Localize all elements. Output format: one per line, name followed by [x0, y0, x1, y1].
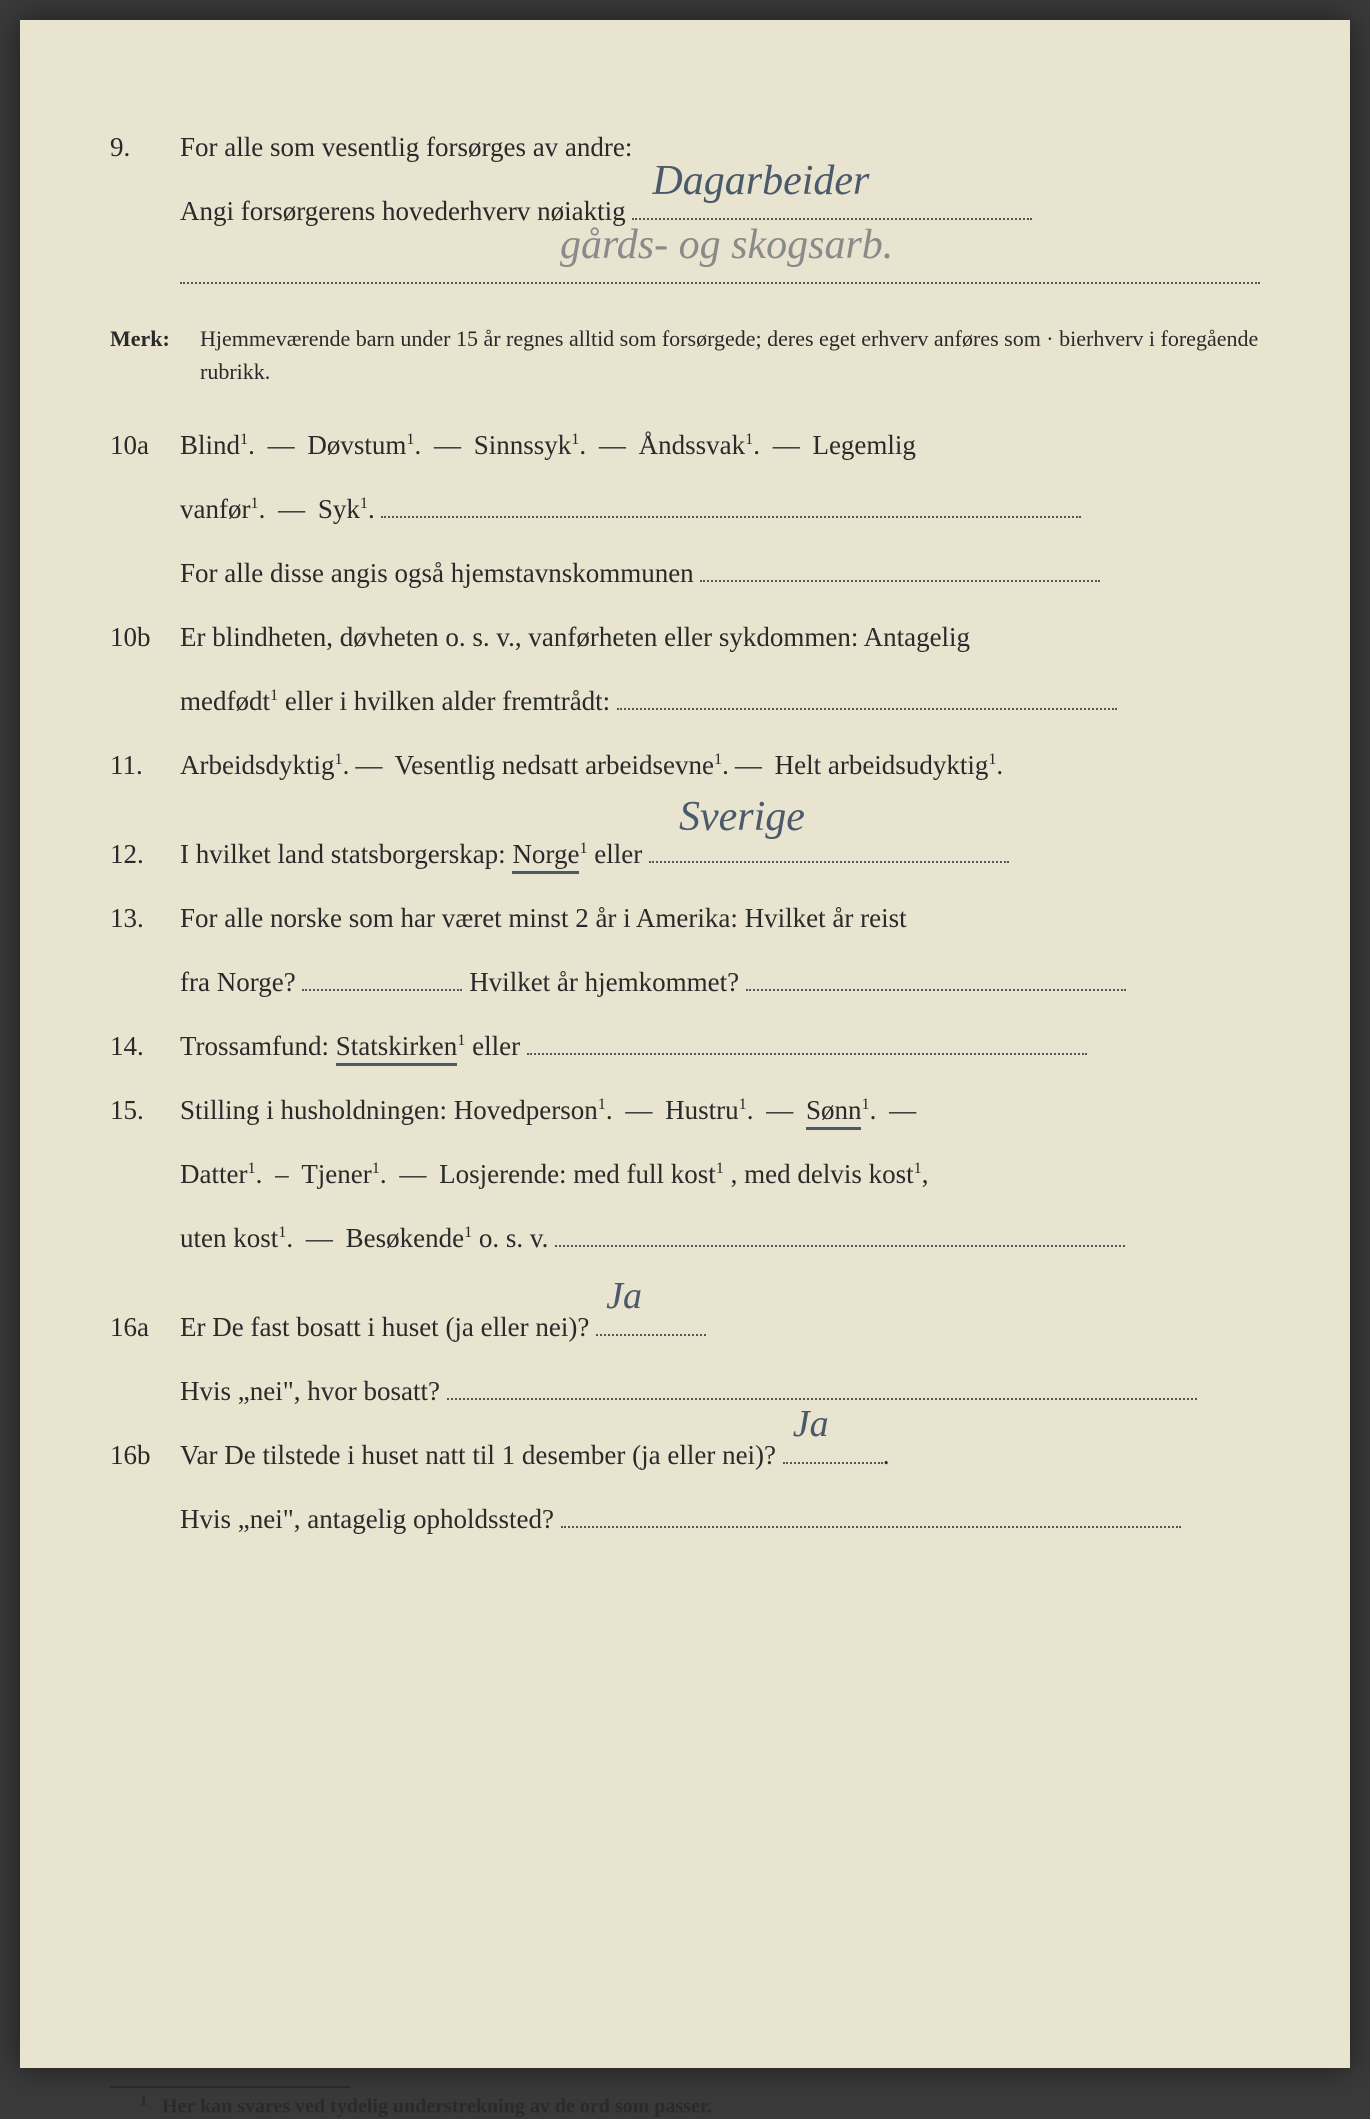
q13-row1: 13. For alle norske som har været minst …: [110, 891, 1260, 945]
q12-fill[interactable]: Sverige: [649, 861, 1009, 863]
q10a-row1: 10a Blind1. — Døvstum1. — Sinnssyk1. — Å…: [110, 418, 1260, 472]
q15-num: 15.: [110, 1083, 180, 1137]
q10a-opt4: Legemlig: [812, 430, 915, 460]
q16a-row2: Hvis „nei", hvor bosatt?: [110, 1364, 1260, 1418]
q13-text-b: Hvilket år hjemkommet?: [469, 967, 739, 997]
q16b-line2-text: Hvis „nei", antagelig opholdssted?: [180, 1504, 554, 1534]
q10a-num: 10a: [110, 418, 180, 472]
q15-tjener: Tjener: [301, 1159, 371, 1189]
q15-besokende: Besøkende: [346, 1223, 464, 1253]
q13-fill1[interactable]: [302, 989, 462, 991]
q14-fill[interactable]: [527, 1053, 1087, 1055]
q16b-num: 16b: [110, 1428, 180, 1482]
q14-text-a: Trossamfund:: [180, 1031, 336, 1061]
q11-opt2: Helt arbeidsudyktig: [775, 750, 989, 780]
q14-row: 14. Trossamfund: Statskirken1 eller: [110, 1019, 1260, 1073]
q15-osv: o. s. v.: [479, 1223, 549, 1253]
q16a-content: Er De fast bosatt i huset (ja eller nei)…: [180, 1300, 1260, 1354]
q10b-fill[interactable]: [617, 708, 1117, 710]
q10a-line1: Blind1. — Døvstum1. — Sinnssyk1. — Åndss…: [180, 418, 1260, 472]
q16a-num: 16a: [110, 1300, 180, 1354]
q15-datter: Datter: [180, 1159, 247, 1189]
q16b-content: Var De tilstede i huset natt til 1 desem…: [180, 1428, 1260, 1482]
q10b-text-b: eller i hvilken alder fremtrådt:: [285, 686, 610, 716]
q10b-num: 10b: [110, 610, 180, 664]
q10a-row3: For alle disse angis også hjemstavnskomm…: [110, 546, 1260, 600]
q9-hand2: gårds- og skogsarb.: [560, 203, 893, 287]
q11-opt0: Arbeidsdyktig: [180, 750, 335, 780]
footnote: 1 Her kan svares ved tydelig understrekn…: [110, 2094, 1260, 2119]
q10a-opt5: vanfør: [180, 494, 250, 524]
q16a-fill[interactable]: Ja: [596, 1334, 706, 1336]
q14-content: Trossamfund: Statskirken1 eller: [180, 1019, 1260, 1073]
q13-num: 13.: [110, 891, 180, 945]
q16b-fill[interactable]: Ja: [783, 1462, 883, 1464]
q15-sonn: Sønn: [806, 1095, 862, 1130]
q15-hustru: Hustru: [665, 1095, 739, 1125]
q13-row2: fra Norge? Hvilket år hjemkommet?: [110, 955, 1260, 1009]
q9-num: 9.: [110, 120, 180, 174]
q10a-opt1: Døvstum: [307, 430, 406, 460]
q10a-opt0: Blind: [180, 430, 240, 460]
q15-delviskost: , med delvis kost: [731, 1159, 914, 1189]
q9-fill2[interactable]: gårds- og skogsarb.: [180, 282, 1260, 284]
q12-hand: Sverige: [679, 775, 805, 859]
q13-line1: For alle norske som har været minst 2 år…: [180, 891, 1260, 945]
q16b-row2: Hvis „nei", antagelig opholdssted?: [110, 1492, 1260, 1546]
q16a-row1: 16a Er De fast bosatt i huset (ja eller …: [110, 1300, 1260, 1354]
q12-text-a: I hvilket land statsborgerskap:: [180, 839, 512, 869]
q10a-line3-text: For alle disse angis også hjemstavnskomm…: [180, 558, 694, 588]
q15-fill[interactable]: [555, 1245, 1125, 1247]
q9-row3: gårds- og skogsarb.: [110, 248, 1260, 302]
q9-line2-text: Angi forsørgerens hovederhverv nøiaktig: [180, 196, 626, 226]
q15-row3: uten kost1. — Besøkende1 o. s. v.: [110, 1211, 1260, 1265]
q11-opt1: Vesentlig nedsatt arbeidsevne: [395, 750, 714, 780]
footnote-num: 1: [140, 2094, 147, 2109]
q10a-opt3: Åndssvak: [639, 430, 746, 460]
q15-utenkost: uten kost: [180, 1223, 278, 1253]
q13-fill2[interactable]: [746, 989, 1126, 991]
q10b-medfodt: medfødt: [180, 686, 270, 716]
footnote-text: Her kan svares ved tydelig understreknin…: [162, 2096, 712, 2118]
q15-fullkost: Losjerende: med full kost: [439, 1159, 716, 1189]
q16b-text: Var De tilstede i huset natt til 1 desem…: [180, 1440, 776, 1470]
merk-row: Merk: Hjemmeværende barn under 15 år reg…: [110, 322, 1260, 388]
q10b-row2: medfødt1 eller i hvilken alder fremtrådt…: [110, 674, 1260, 728]
q10b-line1: Er blindheten, døvheten o. s. v., vanfør…: [180, 610, 1260, 664]
q15-row1: 15. Stilling i husholdningen: Hovedperso…: [110, 1083, 1260, 1137]
q16a-line2-text: Hvis „nei", hvor bosatt?: [180, 1376, 440, 1406]
q12-row: 12. I hvilket land statsborgerskap: Norg…: [110, 827, 1260, 881]
q16a-hand: Ja: [606, 1258, 642, 1334]
q11-num: 11.: [110, 738, 180, 792]
q10b-row1: 10b Er blindheten, døvheten o. s. v., va…: [110, 610, 1260, 664]
merk-text: Hjemmeværende barn under 15 år regnes al…: [200, 322, 1260, 388]
merk-label: Merk:: [110, 322, 200, 388]
q13-text-a: fra Norge?: [180, 967, 296, 997]
q12-content: I hvilket land statsborgerskap: Norge1 e…: [180, 827, 1260, 881]
q10a-opt2: Sinnssyk: [474, 430, 572, 460]
q12-norge: Norge: [512, 839, 579, 874]
footnote-rule: [110, 2086, 350, 2088]
q16b-row1: 16b Var De tilstede i huset natt til 1 d…: [110, 1428, 1260, 1482]
q15-text-a: Stilling i husholdningen: Hovedperson: [180, 1095, 598, 1125]
form-page: 9. For alle som vesentlig forsørges av a…: [20, 20, 1350, 2068]
q16b-hand: Ja: [793, 1386, 829, 1462]
q16a-text: Er De fast bosatt i huset (ja eller nei)…: [180, 1312, 589, 1342]
q14-statskirken: Statskirken: [336, 1031, 458, 1066]
q10a-fill2[interactable]: [700, 580, 1100, 582]
q10a-opt6: Syk: [318, 494, 360, 524]
q12-text-b: eller: [594, 839, 642, 869]
q10a-fill[interactable]: [381, 516, 1081, 518]
q14-num: 14.: [110, 1019, 180, 1073]
q10a-row2: vanfør1. — Syk1.: [110, 482, 1260, 536]
q16b-fill2[interactable]: [561, 1526, 1181, 1528]
q15-line1: Stilling i husholdningen: Hovedperson1. …: [180, 1083, 1260, 1137]
q15-row2: Datter1. – Tjener1. — Losjerende: med fu…: [110, 1147, 1260, 1201]
q14-text-b: eller: [472, 1031, 520, 1061]
q12-num: 12.: [110, 827, 180, 881]
